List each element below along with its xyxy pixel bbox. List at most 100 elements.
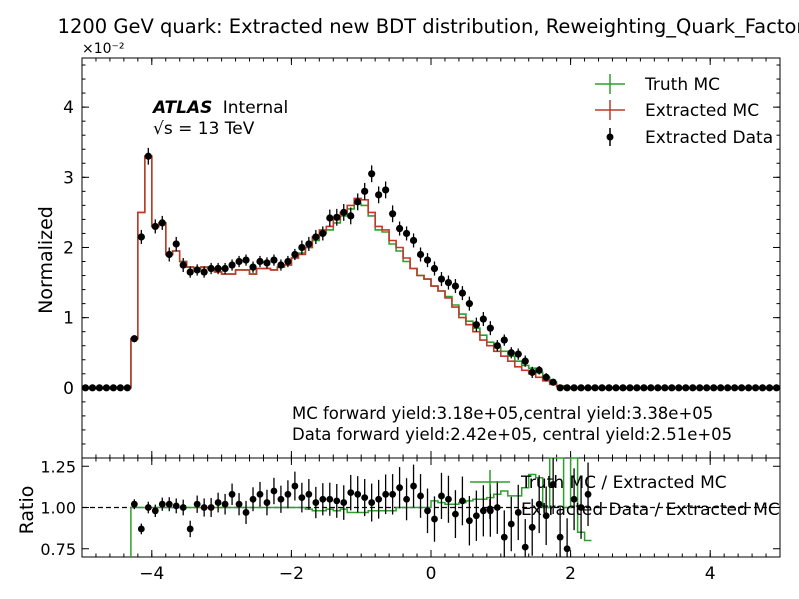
data-point xyxy=(395,224,404,233)
data-point xyxy=(633,384,641,392)
ratio-data-point xyxy=(242,509,250,516)
data-point xyxy=(668,384,676,392)
ratio-data-point xyxy=(326,495,334,503)
data-point xyxy=(612,384,620,392)
data-point xyxy=(130,335,138,343)
data-point xyxy=(437,275,446,283)
ratio-data-point xyxy=(165,500,173,508)
ratio-data-point xyxy=(158,500,166,508)
ratio-data-point xyxy=(438,492,445,500)
ratio-data-point xyxy=(298,494,306,501)
data-point xyxy=(256,257,264,266)
ratio-data-point xyxy=(277,495,285,503)
ratio-data-point xyxy=(347,489,355,497)
data-point xyxy=(235,257,243,266)
ratio-data-point xyxy=(221,500,229,508)
data-point xyxy=(214,264,222,273)
ratio-data-point xyxy=(256,490,264,498)
data-point xyxy=(682,384,690,392)
ratio-data-point xyxy=(319,495,327,503)
ratio-data-point xyxy=(172,502,180,510)
data-point xyxy=(312,233,320,241)
data-point xyxy=(207,264,215,273)
ratio-data-point xyxy=(340,499,348,506)
data-point xyxy=(319,229,327,238)
data-point xyxy=(402,229,411,238)
data-point xyxy=(451,282,460,290)
ratio-data-point xyxy=(186,525,194,533)
ratio-xtick-label: −2 xyxy=(279,564,304,584)
data-point xyxy=(521,357,529,365)
data-point xyxy=(556,384,564,392)
ratio-data-point xyxy=(354,490,362,498)
data-point xyxy=(758,384,767,392)
main-legend: Truth MC Extracted MC Extracted Data xyxy=(595,74,773,148)
ratio-legend-label-truth: Truth MC / Extracted MC xyxy=(520,473,727,493)
data-point xyxy=(465,300,473,308)
ratio-legend: Truth MC / Extracted MC Extracted Data /… xyxy=(470,470,780,520)
ratio-data-point xyxy=(431,515,438,523)
data-point xyxy=(570,384,578,392)
data-point xyxy=(765,384,774,392)
ratio-data-point xyxy=(270,487,278,495)
data-point xyxy=(535,366,543,374)
ratio-data-point xyxy=(200,504,208,511)
ratio-data-point xyxy=(151,507,159,515)
data-point xyxy=(500,336,508,344)
ratio-data-point xyxy=(521,543,529,551)
data-point xyxy=(563,384,571,392)
ratio-data-point xyxy=(410,482,417,490)
data-point xyxy=(731,384,739,392)
data-point xyxy=(514,350,522,358)
ratio-data-point xyxy=(312,499,320,506)
ratio-ytick-label: 1.25 xyxy=(40,457,76,476)
ratio-data-point xyxy=(179,504,187,511)
ratio-data-point xyxy=(514,509,522,516)
data-point xyxy=(507,349,515,357)
data-point xyxy=(109,384,118,392)
ratio-data-point xyxy=(452,510,459,518)
ratio-panel: 0.75 1.00 1.25 −4 −2 0 2 4 Ratio Truth MC / Ext… xyxy=(16,457,781,584)
data-point xyxy=(416,250,425,259)
data-point xyxy=(458,289,467,297)
data-point xyxy=(472,321,480,329)
data-point xyxy=(409,236,418,245)
data-point xyxy=(549,378,557,386)
energy-value: 13 TeV xyxy=(198,119,255,139)
ratio-data-point xyxy=(263,499,271,506)
data-point xyxy=(368,170,376,178)
data-point xyxy=(696,384,704,392)
data-point xyxy=(528,368,536,376)
ratio-data-point xyxy=(228,490,236,498)
data-point xyxy=(291,250,299,259)
ratio-data-point xyxy=(507,520,515,528)
atlas-status: Internal xyxy=(223,98,289,118)
energy-label: √s = 13 TeV xyxy=(153,119,255,139)
ratio-legend-marker-truth xyxy=(470,470,510,494)
ratio-data-point xyxy=(493,504,501,511)
data-point xyxy=(277,261,285,269)
data-point xyxy=(591,384,599,392)
energy-prefix: √s = xyxy=(153,119,198,139)
data-point xyxy=(249,263,257,271)
main-ytick-label: 1 xyxy=(63,309,74,329)
data-point xyxy=(744,384,753,392)
ratio-legend-marker-data xyxy=(486,499,494,519)
data-point xyxy=(423,256,432,264)
data-point xyxy=(221,264,229,273)
data-point xyxy=(340,208,348,216)
data-point xyxy=(738,384,746,392)
data-point xyxy=(200,268,208,276)
ratio-xtick-label: 0 xyxy=(426,564,437,584)
data-point xyxy=(479,315,487,323)
data-point xyxy=(430,264,439,273)
data-point xyxy=(158,219,166,227)
ratio-data-point xyxy=(333,497,341,505)
ratio-truth-step xyxy=(130,457,592,557)
ratio-data-point xyxy=(207,504,215,511)
ratio-data-point xyxy=(500,533,508,541)
main-series xyxy=(81,147,781,392)
main-ytick-label: 2 xyxy=(63,238,74,258)
data-point xyxy=(382,186,390,194)
data-point xyxy=(626,384,634,392)
